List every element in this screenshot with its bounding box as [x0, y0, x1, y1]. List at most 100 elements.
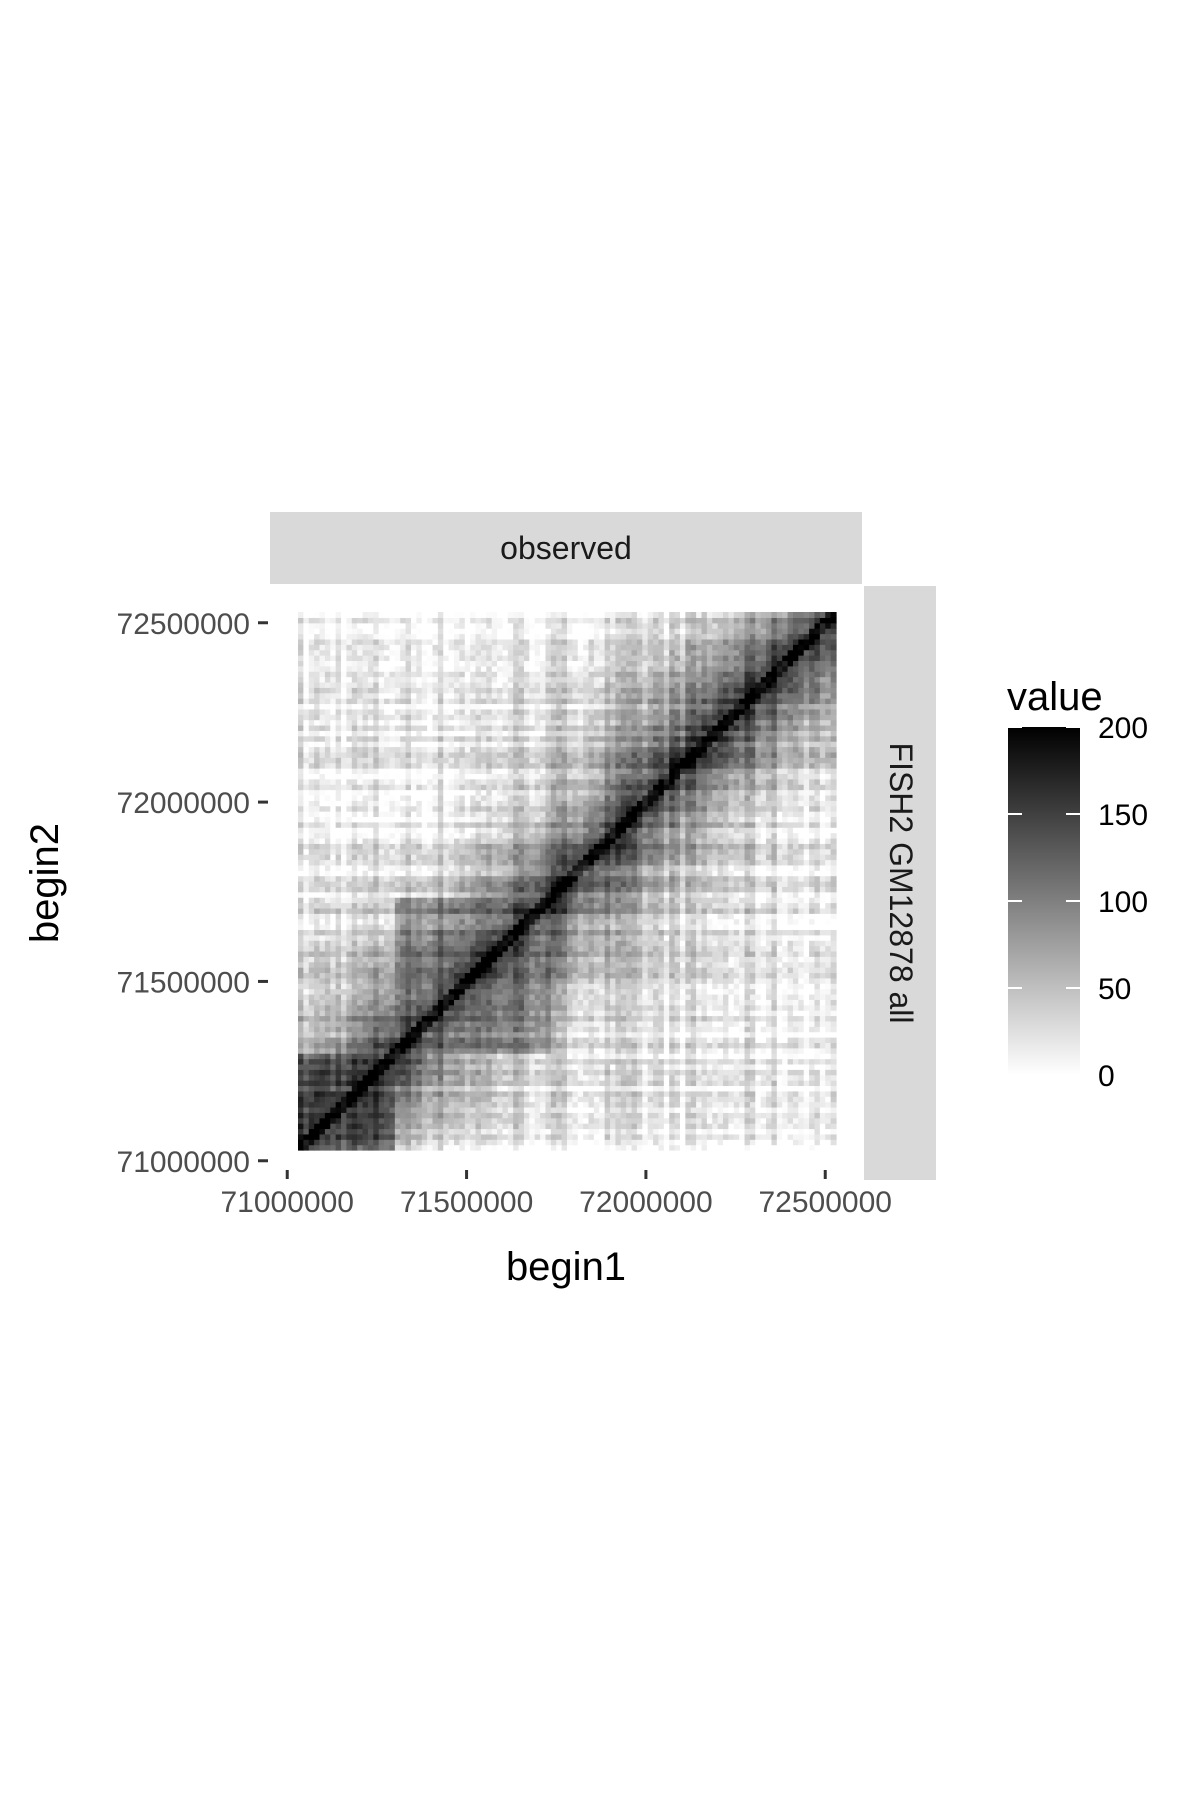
- heatmap-cell: [507, 811, 514, 818]
- heatmap-cell: [432, 1047, 439, 1054]
- heatmap-cell: [523, 924, 530, 931]
- heatmap-cell: [303, 832, 310, 839]
- heatmap-cell: [518, 1053, 525, 1060]
- heatmap-cell: [373, 983, 380, 990]
- heatmap-cell: [351, 940, 358, 947]
- heatmap-cell: [475, 1117, 482, 1124]
- heatmap-cell: [523, 827, 530, 834]
- heatmap-cell: [534, 649, 541, 656]
- heatmap-cell: [330, 617, 337, 624]
- heatmap-cell: [421, 714, 428, 721]
- heatmap-cell: [308, 1144, 315, 1151]
- heatmap-cell: [357, 1004, 364, 1011]
- heatmap-cell: [545, 730, 552, 737]
- heatmap-cell: [314, 1106, 321, 1113]
- heatmap-cell: [351, 983, 358, 990]
- heatmap-cell: [362, 628, 369, 635]
- heatmap-cell: [410, 719, 417, 726]
- heatmap-cell: [550, 934, 557, 941]
- heatmap-cell: [367, 751, 374, 758]
- heatmap-cell: [459, 708, 466, 715]
- heatmap-cell: [459, 1106, 466, 1113]
- heatmap-cell: [427, 724, 434, 731]
- heatmap-cell: [491, 827, 498, 834]
- heatmap-cell: [497, 612, 504, 618]
- heatmap-cell: [561, 832, 568, 839]
- heatmap-cell: [351, 1085, 358, 1092]
- heatmap-cell: [324, 918, 331, 925]
- heatmap-cell: [518, 1058, 525, 1065]
- heatmap-cell: [330, 778, 337, 785]
- heatmap-cell: [384, 902, 391, 909]
- heatmap-cell: [464, 1080, 471, 1087]
- heatmap-cell: [529, 811, 536, 818]
- heatmap-cell: [550, 612, 557, 618]
- heatmap-cell: [497, 1047, 504, 1054]
- heatmap-cell: [556, 913, 563, 920]
- heatmap-cell: [459, 1063, 466, 1070]
- heatmap-cell: [556, 1053, 563, 1060]
- heatmap-cell: [475, 671, 482, 678]
- heatmap-cell: [556, 1139, 563, 1146]
- heatmap-cell: [308, 800, 315, 807]
- heatmap-cell: [556, 1031, 563, 1038]
- heatmap-cell: [459, 859, 466, 866]
- heatmap-cell: [298, 757, 304, 764]
- heatmap-cell: [394, 800, 401, 807]
- heatmap-cell: [556, 1047, 563, 1054]
- heatmap-cell: [389, 1090, 396, 1097]
- heatmap-cell: [303, 1106, 310, 1113]
- heatmap-cell: [324, 1144, 331, 1151]
- heatmap-cell: [556, 730, 563, 737]
- heatmap-cell: [529, 703, 536, 710]
- heatmap-cell: [561, 1037, 568, 1043]
- heatmap-cell: [298, 999, 304, 1006]
- heatmap-cell: [486, 724, 493, 731]
- heatmap-cell: [298, 886, 304, 893]
- heatmap-cell: [550, 655, 557, 662]
- heatmap-cell: [507, 730, 514, 737]
- heatmap-cell: [448, 1096, 455, 1103]
- heatmap-cell: [308, 1096, 315, 1103]
- heatmap-cell: [405, 1144, 412, 1151]
- heatmap-cell: [502, 907, 509, 914]
- heatmap-cell: [384, 665, 391, 672]
- heatmap-cell: [394, 698, 401, 705]
- heatmap-cell: [378, 875, 385, 882]
- heatmap-cell: [502, 1063, 509, 1070]
- heatmap-cell: [367, 773, 374, 780]
- heatmap-cell: [319, 692, 326, 699]
- heatmap-cell: [464, 628, 471, 635]
- heatmap-cell: [529, 649, 536, 656]
- heatmap-cell: [389, 843, 396, 850]
- heatmap-cell: [373, 1133, 380, 1140]
- heatmap-cell: [373, 644, 380, 651]
- heatmap-cell: [384, 1080, 391, 1087]
- heatmap-cell: [319, 676, 326, 683]
- heatmap-cell: [324, 746, 331, 753]
- heatmap-cell: [357, 789, 364, 796]
- heatmap-cell: [475, 993, 482, 1000]
- heatmap-cell: [491, 698, 498, 705]
- heatmap-cell: [448, 692, 455, 699]
- heatmap-cell: [346, 950, 353, 957]
- heatmap-cell: [486, 1117, 493, 1124]
- heatmap-cell: [319, 870, 326, 877]
- heatmap-cell: [432, 789, 439, 796]
- heatmap-cell: [298, 671, 304, 678]
- heatmap-cell: [330, 891, 337, 898]
- heatmap-cell: [475, 1053, 482, 1060]
- heatmap-cell: [545, 934, 552, 941]
- heatmap-cell: [556, 676, 563, 683]
- heatmap-cell: [513, 1101, 520, 1108]
- heatmap-cell: [405, 859, 412, 866]
- heatmap-cell: [410, 859, 417, 866]
- heatmap-cell: [308, 1117, 315, 1124]
- heatmap-cell: [443, 875, 450, 882]
- heatmap-cell: [507, 617, 514, 624]
- heatmap-cell: [513, 1047, 520, 1054]
- heatmap-cell: [518, 816, 525, 823]
- heatmap-cell: [400, 714, 407, 721]
- heatmap-cell: [341, 1090, 348, 1097]
- heatmap-cell: [475, 773, 482, 780]
